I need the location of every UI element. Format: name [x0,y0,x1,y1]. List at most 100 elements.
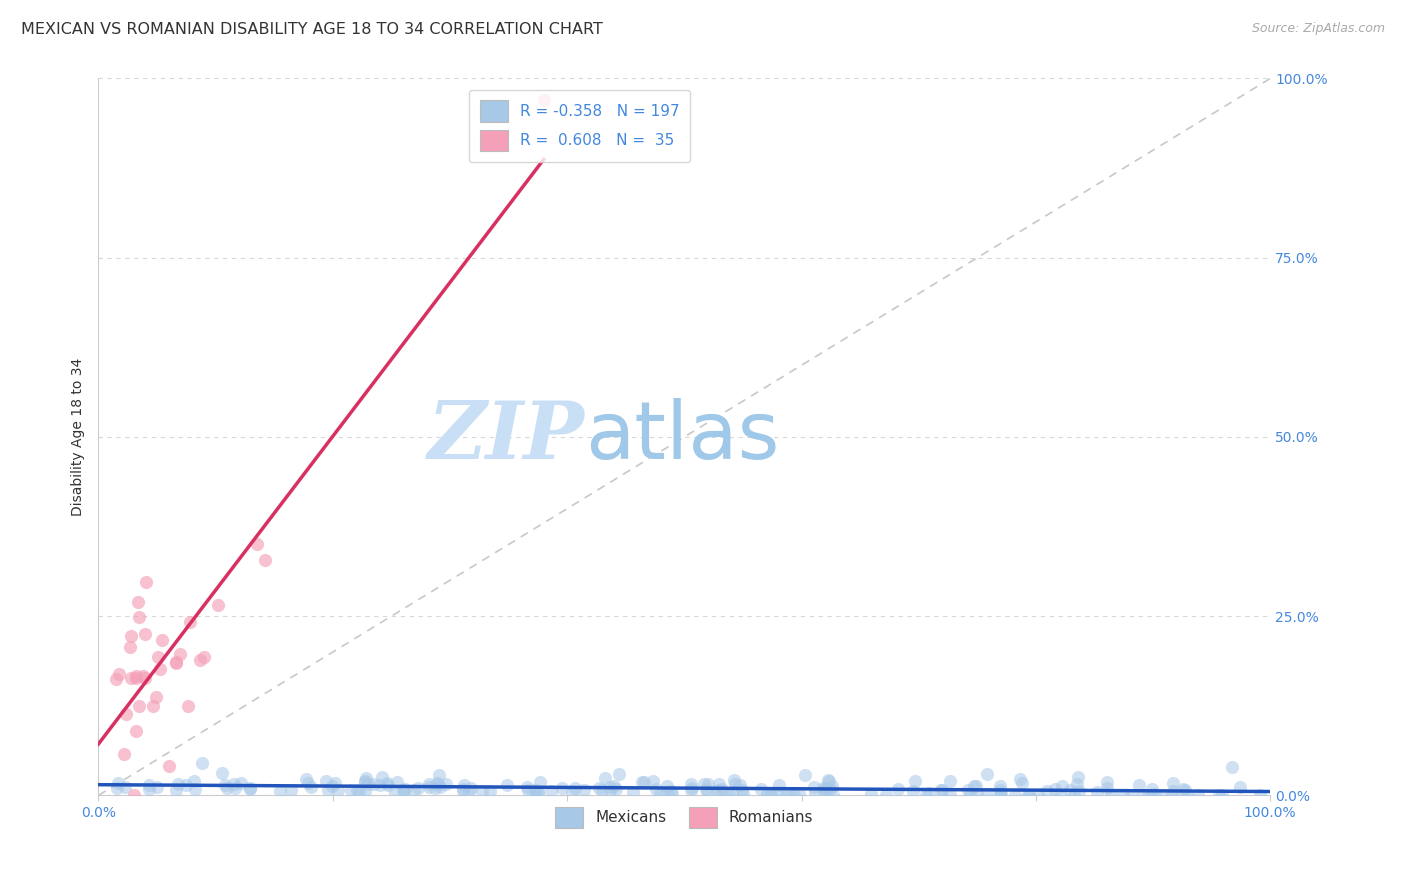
Point [429,780,451,794]
Point [142,698,165,713]
Point [659,784,682,798]
Point [602,779,624,793]
Point [707,783,730,797]
Point [818,774,841,789]
Point [696,784,718,798]
Point [1026,789,1049,803]
Point [1175,789,1198,803]
Point [516,782,538,797]
Point [633,775,655,789]
Point [1049,789,1071,803]
Point [149,662,172,676]
Point [134,671,156,685]
Point [134,627,156,641]
Point [515,780,537,795]
Point [392,784,415,798]
Point [1017,789,1039,803]
Point [823,788,845,802]
Point [1067,784,1090,798]
Point [540,783,562,797]
Point [146,650,169,665]
Point [697,777,720,791]
Point [794,768,817,782]
Point [125,669,148,683]
Point [783,788,806,802]
Point [404,783,426,797]
Point [118,640,141,654]
Point [914,789,936,803]
Point [120,672,142,686]
Point [591,783,613,797]
Point [392,782,415,797]
Point [887,782,910,797]
Point [803,780,825,794]
Point [524,783,547,797]
Point [138,782,160,797]
Point [229,776,252,790]
Point [1099,789,1122,803]
Point [728,778,751,792]
Point [145,690,167,704]
Point [813,783,835,797]
Point [775,789,797,803]
Point [931,782,953,797]
Point [1211,789,1233,803]
Text: MEXICAN VS ROMANIAN DISABILITY AGE 18 TO 34 CORRELATION CHART: MEXICAN VS ROMANIAN DISABILITY AGE 18 TO… [21,22,603,37]
Point [957,783,980,797]
Point [418,777,440,791]
Point [1066,777,1088,791]
Point [127,595,149,609]
Point [721,785,744,799]
Point [377,776,399,790]
Point [1035,784,1057,798]
Point [215,781,238,796]
Point [107,776,129,790]
Point [190,756,212,770]
Point [269,784,291,798]
Point [114,780,136,794]
Point [105,781,128,796]
Point [426,777,449,791]
Point [146,780,169,794]
Point [169,647,191,661]
Point [1121,789,1143,803]
Point [959,789,981,803]
Text: atlas: atlas [585,398,779,476]
Point [730,783,752,797]
Point [710,782,733,797]
Point [1160,789,1182,803]
Point [193,649,215,664]
Point [903,774,925,789]
Point [460,780,482,795]
Point [246,537,269,551]
Point [1150,789,1173,803]
Point [976,787,998,801]
Point [115,706,138,721]
Point [645,781,668,796]
Point [988,779,1011,793]
Point [706,784,728,798]
Point [176,778,198,792]
Point [681,781,703,796]
Point [1161,784,1184,798]
Point [165,656,187,670]
Point [661,787,683,801]
Point [323,776,346,790]
Point [356,777,378,791]
Point [294,772,316,787]
Point [859,787,882,801]
Point [1220,760,1243,774]
Point [370,778,392,792]
Point [453,778,475,792]
Point [804,786,827,800]
Point [527,783,550,797]
Point [222,777,245,791]
Point [818,781,841,796]
Point [815,781,838,796]
Point [918,786,941,800]
Point [426,776,449,790]
Point [621,785,644,799]
Point [128,609,150,624]
Point [529,775,551,789]
Point [167,777,190,791]
